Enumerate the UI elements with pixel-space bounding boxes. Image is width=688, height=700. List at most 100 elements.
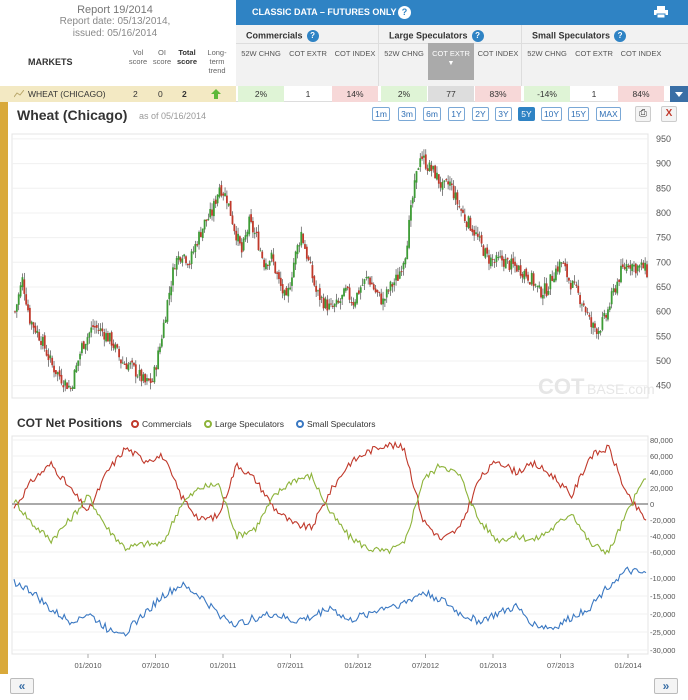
y-tick-label: -10,000 — [650, 574, 675, 583]
legend-dot-icon — [296, 420, 304, 428]
help-icon[interactable]: ? — [614, 30, 627, 42]
candle-body — [121, 362, 124, 364]
markets-header[interactable]: MARKETS — [28, 57, 73, 67]
range-max-button[interactable]: MAX — [596, 107, 621, 121]
market-name: WHEAT (CHICAGO) — [28, 89, 106, 99]
candle-body — [462, 209, 464, 213]
range-6m-button[interactable]: 6m — [423, 107, 441, 121]
candle-body — [348, 287, 351, 300]
candle-body — [618, 279, 621, 282]
candle-body — [590, 317, 593, 328]
candle-body — [491, 259, 494, 261]
candle-body — [68, 385, 70, 388]
candle-body — [357, 290, 360, 294]
market-row[interactable]: WHEAT (CHICAGO) 2 0 2 2% 1 14% 2% 77 83%… — [0, 86, 688, 102]
range-3m-button[interactable]: 3m — [398, 107, 416, 121]
candle-body — [231, 215, 234, 225]
col-cot-index[interactable]: COT INDEX — [620, 49, 662, 58]
y-tick-label: -40,000 — [650, 532, 675, 541]
y-tick-label: 900 — [656, 159, 671, 169]
candle-body — [421, 156, 423, 159]
col-cot-index[interactable]: COT INDEX — [334, 49, 376, 58]
col-52w-chng[interactable]: 52W CHNG — [384, 49, 424, 58]
candle-body — [469, 217, 472, 231]
prev-page-button[interactable]: « — [10, 678, 34, 694]
print-chart-button[interactable]: ⎙ — [635, 106, 651, 122]
range-1y-button[interactable]: 1Y — [448, 107, 465, 121]
candle-body — [341, 294, 344, 300]
trend-header[interactable]: Long-term trend — [207, 48, 227, 75]
legend-large-speculators[interactable]: Large Speculators — [204, 419, 284, 429]
print-icon[interactable] — [654, 6, 668, 18]
candle-body — [482, 245, 485, 256]
range-3y-button[interactable]: 3Y — [495, 107, 512, 121]
row-collapse-button[interactable] — [670, 86, 688, 102]
candle-body — [638, 265, 641, 268]
col-cot-extr[interactable]: COT EXTR — [575, 49, 613, 58]
candle-body — [149, 378, 152, 384]
next-page-button[interactable]: » — [654, 678, 678, 694]
legend-small-speculators[interactable]: Small Speculators — [296, 419, 376, 429]
candle-body — [577, 285, 580, 293]
candle-body — [361, 284, 364, 286]
vol-score-header[interactable]: Vol score — [128, 48, 148, 66]
candle-body — [452, 185, 455, 199]
col-cot-index[interactable]: COT INDEX — [477, 49, 519, 58]
help-icon[interactable]: ? — [306, 30, 319, 42]
candle-body — [53, 365, 55, 373]
candle-body — [239, 236, 241, 244]
price-chart[interactable]: 950 900 850 800 750 700 650 600 550 500 450 COT BA… — [8, 126, 688, 410]
close-chart-button[interactable]: X — [661, 106, 677, 122]
y-tick-label: -30,000 — [650, 646, 675, 655]
candle-body — [118, 348, 120, 358]
range-2y-button[interactable]: 2Y — [472, 107, 489, 121]
legend-commercials[interactable]: Commercials — [131, 419, 192, 429]
total-score-header[interactable]: Total score — [176, 48, 197, 66]
candle-body — [335, 299, 338, 305]
help-icon[interactable]: ? — [471, 30, 484, 42]
col-cot-extr[interactable]: COT EXTR — [289, 49, 327, 58]
candle-body — [499, 256, 502, 258]
range-5y-button[interactable]: 5Y — [518, 107, 535, 121]
candle-body — [419, 158, 422, 168]
candle-body — [382, 298, 384, 305]
cot-x-ticks: 01/2010 07/2010 01/2011 07/2011 01/2012 07/20… — [74, 654, 642, 670]
candle-body — [599, 330, 602, 333]
watermark-base: BASE.com — [587, 381, 655, 397]
candle-body — [463, 214, 466, 222]
candle-body — [246, 231, 249, 237]
market-cell[interactable]: WHEAT (CHICAGO) 2 0 2 — [0, 86, 236, 102]
candle-body — [411, 197, 414, 204]
total-score: 2 — [182, 89, 187, 99]
help-icon[interactable]: ? — [398, 6, 411, 19]
cot-title: COT Net Positions — [17, 416, 123, 430]
group-commercials: Commercials? 52W CHNG COT EXTR COT INDEX — [236, 25, 379, 86]
candle-body — [456, 192, 459, 205]
candle-body — [324, 298, 327, 308]
range-10y-button[interactable]: 10Y — [541, 107, 562, 121]
candle-body — [112, 343, 115, 348]
col-52w-chng[interactable]: 52W CHNG — [241, 49, 281, 58]
candle-body — [56, 372, 59, 375]
candle-body — [107, 332, 109, 342]
oi-score-header[interactable]: OI score — [152, 48, 172, 66]
candle-body — [261, 251, 264, 259]
candle-body — [514, 261, 516, 266]
candle-body — [523, 270, 526, 280]
candle-body — [473, 229, 476, 236]
candle-body — [212, 201, 215, 217]
col-52w-chng[interactable]: 52W CHNG — [527, 49, 567, 58]
candle-body — [549, 274, 552, 290]
ss-cot-extr: 1 — [591, 89, 597, 99]
col-cot-extr-selected[interactable]: COT EXTR ▼ — [428, 43, 474, 80]
candle-body — [369, 277, 371, 285]
candle-body — [536, 285, 539, 287]
candle-body — [495, 255, 498, 262]
candle-body — [47, 354, 50, 361]
range-1m-button[interactable]: 1m — [372, 107, 390, 121]
cot-chart[interactable]: 80,000 60,000 40,000 20,000 0 -20,000 -40,000 -… — [8, 432, 688, 672]
candle-body — [175, 258, 178, 270]
chart-icon — [14, 90, 24, 98]
candle-body — [517, 265, 520, 270]
range-15y-button[interactable]: 15Y — [568, 107, 589, 121]
